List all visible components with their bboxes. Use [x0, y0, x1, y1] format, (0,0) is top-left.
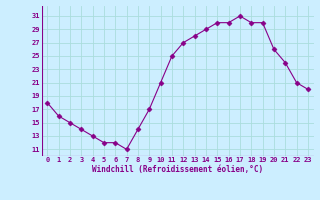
- X-axis label: Windchill (Refroidissement éolien,°C): Windchill (Refroidissement éolien,°C): [92, 165, 263, 174]
